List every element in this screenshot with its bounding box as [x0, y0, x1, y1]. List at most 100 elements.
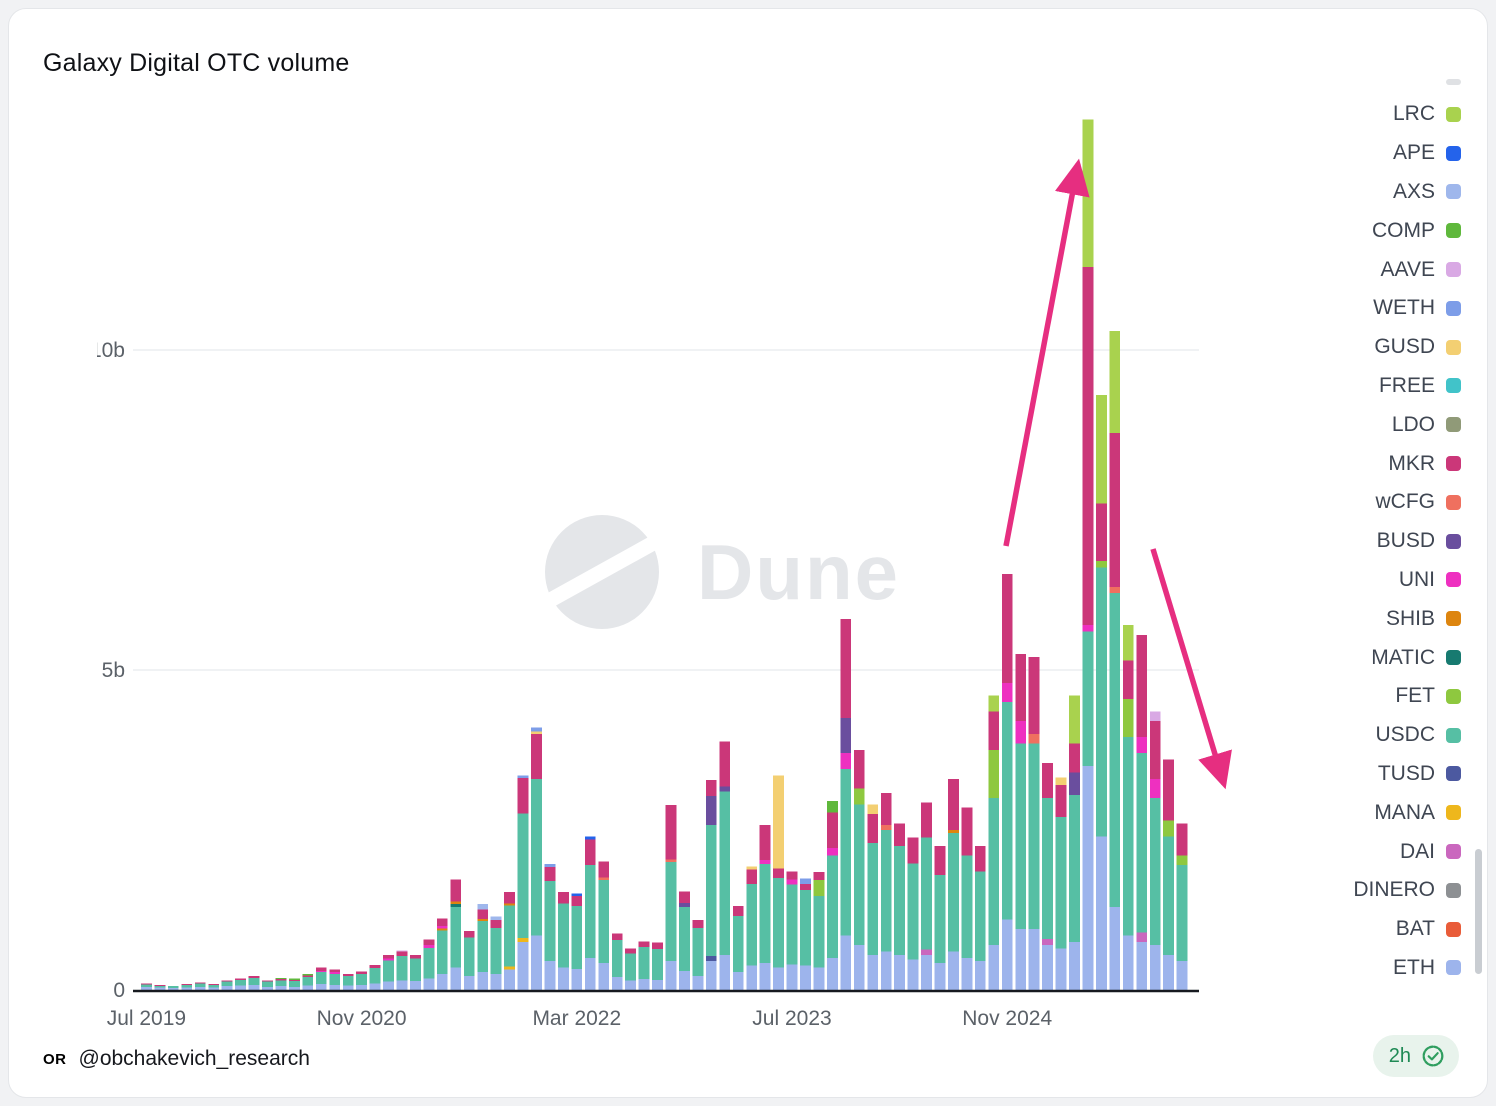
bar-2022-12[interactable]: [692, 920, 704, 990]
bar-2020-02[interactable]: [235, 978, 246, 990]
bar-2024-05[interactable]: [921, 802, 932, 990]
bar-2023-05[interactable]: [759, 824, 771, 990]
bar-2025-12[interactable]: [1176, 823, 1188, 990]
bar-2022-02[interactable]: [557, 892, 569, 990]
bar-2023-07[interactable]: [786, 871, 798, 990]
legend-item-DAI[interactable]: DAI: [1271, 832, 1461, 871]
bar-2021-05[interactable]: [436, 918, 448, 990]
bar-2022-05[interactable]: [598, 861, 610, 990]
bar-2025-10[interactable]: [1149, 711, 1161, 990]
bar-2019-07[interactable]: [141, 983, 152, 990]
bar-2023-10[interactable]: [826, 801, 838, 990]
bar-2025-02[interactable]: [1042, 762, 1053, 990]
bar-2023-02[interactable]: [719, 741, 731, 990]
bar-2023-03[interactable]: [732, 906, 744, 990]
bar-2024-04[interactable]: [907, 837, 919, 990]
legend-item-COMP[interactable]: COMP: [1271, 211, 1461, 250]
bar-2025-11[interactable]: [1163, 759, 1174, 990]
bar-2020-06[interactable]: [288, 978, 300, 990]
bar-2021-10[interactable]: [504, 892, 515, 990]
legend-item-ETH[interactable]: ETH: [1271, 949, 1461, 988]
legend-item-FREE[interactable]: FREE: [1271, 367, 1461, 406]
bar-2023-08[interactable]: [800, 878, 811, 990]
bar-2019-08[interactable]: [154, 984, 166, 990]
bar-2019-12[interactable]: [208, 984, 220, 990]
bar-2024-07[interactable]: [948, 778, 959, 990]
legend-item-wCFG[interactable]: wCFG: [1271, 483, 1461, 522]
bar-2024-08[interactable]: [961, 807, 973, 990]
bar-2019-09[interactable]: [167, 986, 179, 990]
bar-2022-09[interactable]: [652, 942, 663, 990]
legend-item-TUSD[interactable]: TUSD: [1271, 755, 1461, 794]
legend-item-USDC[interactable]: USDC: [1271, 716, 1461, 755]
bar-2025-08[interactable]: [1122, 625, 1134, 990]
author-handle[interactable]: @obchakevich_research: [78, 1047, 310, 1070]
bar-2020-04[interactable]: [262, 980, 273, 990]
bar-2025-05[interactable]: [1082, 119, 1094, 990]
bar-2020-12[interactable]: [369, 965, 381, 990]
bar-2022-08[interactable]: [638, 941, 650, 990]
legend-item-LDO[interactable]: LDO: [1271, 405, 1461, 444]
bar-2020-07[interactable]: [302, 974, 314, 990]
legend-item-FET[interactable]: FET: [1271, 677, 1461, 716]
bar-2021-07[interactable]: [463, 931, 475, 990]
bar-2023-12[interactable]: [853, 750, 865, 990]
bar-2024-02[interactable]: [880, 792, 892, 990]
bar-2023-09[interactable]: [813, 872, 825, 990]
bar-2021-06[interactable]: [450, 879, 462, 990]
bar-2025-03[interactable]: [1055, 777, 1067, 990]
bar-2023-11[interactable]: [840, 618, 852, 990]
bar-2024-06[interactable]: [934, 846, 946, 990]
bar-2020-05[interactable]: [275, 977, 287, 990]
legend-item-GUSD[interactable]: GUSD: [1271, 328, 1461, 367]
bar-2024-03[interactable]: [894, 823, 905, 990]
bar-2023-06[interactable]: [773, 775, 784, 990]
bar-2025-09[interactable]: [1136, 634, 1148, 990]
bar-2021-08[interactable]: [477, 904, 489, 990]
bar-2022-03[interactable]: [571, 893, 583, 990]
legend-item-BAT[interactable]: BAT: [1271, 910, 1461, 949]
bar-2024-01[interactable]: [867, 804, 879, 990]
legend-item-DINERO[interactable]: DINERO: [1271, 871, 1461, 910]
bar-2024-12[interactable]: [1015, 654, 1027, 990]
legend-item-MKR[interactable]: MKR: [1271, 444, 1461, 483]
bar-2021-02[interactable]: [396, 950, 408, 990]
bar-2021-03[interactable]: [410, 954, 421, 990]
legend-item-BUSD[interactable]: BUSD: [1271, 522, 1461, 561]
bar-2025-06[interactable]: [1095, 394, 1107, 990]
bar-2021-12[interactable]: [531, 727, 542, 990]
bar-2020-01[interactable]: [221, 980, 233, 990]
bar-2025-01[interactable]: [1028, 657, 1040, 990]
bar-2021-01[interactable]: [383, 954, 394, 990]
refresh-badge[interactable]: 2h: [1372, 1035, 1459, 1077]
bar-2019-10[interactable]: [181, 984, 193, 990]
bar-2022-10[interactable]: [665, 805, 677, 990]
bar-2025-04[interactable]: [1069, 695, 1080, 990]
bar-2025-07[interactable]: [1109, 330, 1121, 990]
bar-2020-03[interactable]: [248, 975, 260, 990]
legend-item-MATIC[interactable]: MATIC: [1271, 638, 1461, 677]
bar-2020-09[interactable]: [329, 969, 341, 990]
legend-item-LRC[interactable]: LRC: [1271, 95, 1461, 134]
legend-item-AAVE[interactable]: AAVE: [1271, 250, 1461, 289]
bar-2019-11[interactable]: [194, 982, 206, 990]
legend-item-AXS[interactable]: AXS: [1271, 173, 1461, 212]
bar-2022-07[interactable]: [625, 948, 636, 990]
legend-item-WETH[interactable]: WETH: [1271, 289, 1461, 328]
bar-2024-10[interactable]: [988, 695, 1000, 990]
bar-2021-11[interactable]: [517, 775, 529, 990]
bar-2021-09[interactable]: [490, 916, 502, 990]
bar-2022-04[interactable]: [584, 836, 596, 990]
legend-item-SHIB[interactable]: SHIB: [1271, 599, 1461, 638]
bar-2023-01[interactable]: [705, 780, 717, 990]
legend-item-MANA[interactable]: MANA: [1271, 793, 1461, 832]
legend-item-UNI[interactable]: UNI: [1271, 561, 1461, 600]
bar-2020-11[interactable]: [356, 971, 367, 990]
bar-2021-04[interactable]: [423, 939, 435, 990]
legend-item-APE[interactable]: APE: [1271, 134, 1461, 173]
bar-2024-11[interactable]: [1001, 574, 1013, 990]
otc-volume-chart[interactable]: 0 5b 10b Dune Jul 2019 Nov 2020 Mar 2022 Jul 20…: [97, 87, 1237, 1037]
bar-2022-06[interactable]: [611, 933, 623, 990]
bar-2024-09[interactable]: [974, 846, 986, 990]
bar-2022-11[interactable]: [679, 891, 690, 990]
